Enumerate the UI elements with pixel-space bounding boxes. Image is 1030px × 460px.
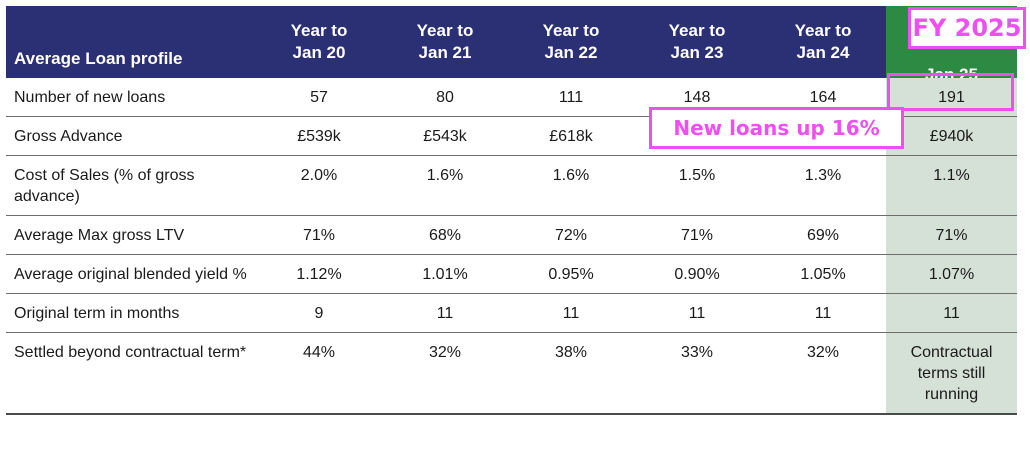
table-cell: 1.12% [256,254,382,294]
row-label: Average Max gross LTV [6,215,256,255]
table-cell-highlight: 1.1% [886,155,1017,216]
table-row: Cost of Sales (% of gross advance) 2.0% … [6,155,1017,216]
column-header: Year to Jan 21 [382,6,508,78]
table-cell: 11 [760,293,886,333]
table-cell: 71% [256,215,382,255]
table-cell: 33% [634,332,760,415]
table-cell: 1.01% [382,254,508,294]
table-cell: £618k [508,116,634,156]
table-cell: 80 [382,78,508,117]
row-label: Settled beyond contractual term* [6,332,256,415]
header-label: Average Loan profile [6,6,256,78]
table-cell: 72% [508,215,634,255]
highlight-outline-191 [887,73,1014,111]
table-row: Average original blended yield % 1.12% 1… [6,254,1017,294]
table-cell: 44% [256,332,382,415]
table-cell: 1.3% [760,155,886,216]
column-header: Year to Jan 22 [508,6,634,78]
row-label: Number of new loans [6,78,256,117]
table-cell-highlight: Contractual terms still running [886,332,1017,415]
table-cell: 68% [382,215,508,255]
table-cell: 1.6% [382,155,508,216]
table-cell-highlight: 71% [886,215,1017,255]
table-cell: 11 [382,293,508,333]
table-cell: 69% [760,215,886,255]
table-cell-highlight: £940k [886,116,1017,156]
table-cell: £543k [382,116,508,156]
table-cell: 38% [508,332,634,415]
table-cell-highlight: 1.07% [886,254,1017,294]
table-cell: 32% [760,332,886,415]
column-header: Year to Jan 20 [256,6,382,78]
table-row: Gross Advance £539k £543k £618k £940k [6,116,1017,156]
table-cell: 71% [634,215,760,255]
table-row: Settled beyond contractual term* 44% 32%… [6,332,1017,415]
table-cell: 1.6% [508,155,634,216]
table-cell: 111 [508,78,634,117]
new-loans-annotation: New loans up 16% [649,107,904,149]
table-cell: 1.5% [634,155,760,216]
table-cell: £539k [256,116,382,156]
row-label: Gross Advance [6,116,256,156]
table-cell: 11 [508,293,634,333]
table-cell: 9 [256,293,382,333]
table-cell: 0.90% [634,254,760,294]
row-label: Cost of Sales (% of gross advance) [6,155,256,216]
table-row: Original term in months 9 11 11 11 11 11 [6,293,1017,333]
table-row: Average Max gross LTV 71% 68% 72% 71% 69… [6,215,1017,255]
column-header: Year to Jan 24 [760,6,886,78]
row-label: Average original blended yield % [6,254,256,294]
table-cell: 1.05% [760,254,886,294]
table-header-row: Average Loan profile Year to Jan 20 Year … [6,6,1017,78]
loan-profile-table: Average Loan profile Year to Jan 20 Year … [6,6,1017,415]
table-cell: 2.0% [256,155,382,216]
table-cell: 11 [634,293,760,333]
row-label: Original term in months [6,293,256,333]
column-header: Year to Jan 23 [634,6,760,78]
fy-2025-annotation: FY 2025 [908,7,1026,49]
table-cell: 32% [382,332,508,415]
table-cell: 57 [256,78,382,117]
table-cell: 0.95% [508,254,634,294]
table-cell-highlight: 11 [886,293,1017,333]
